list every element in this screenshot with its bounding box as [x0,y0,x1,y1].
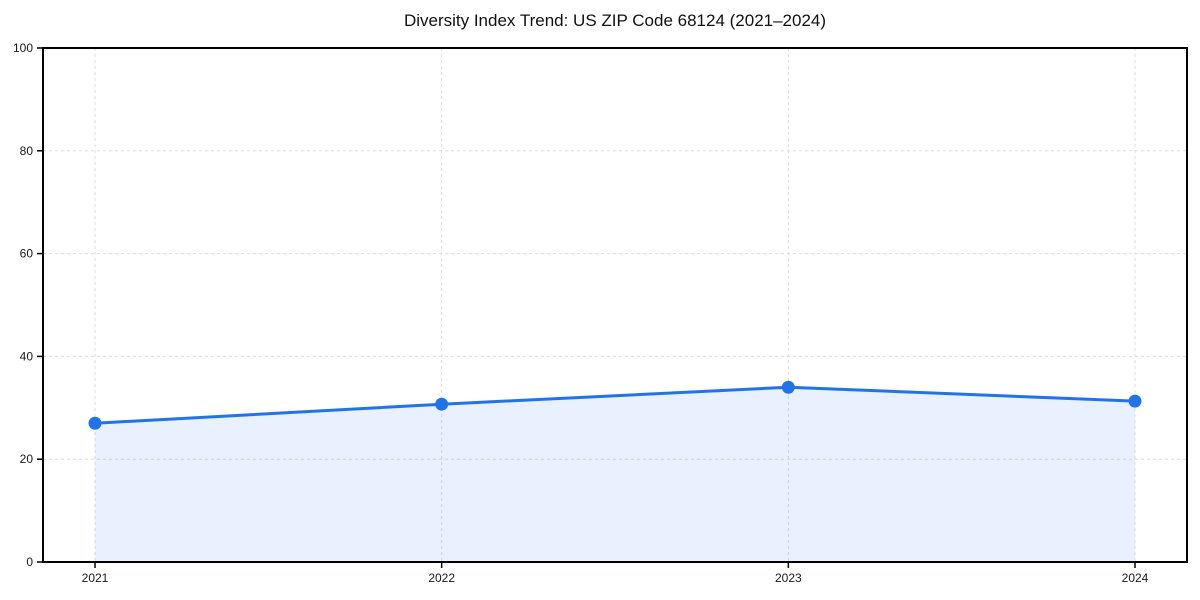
x-tick-label: 2021 [82,571,109,585]
y-tick-label: 0 [26,555,33,569]
data-point-2022 [435,397,449,411]
trend-line [93,385,1137,425]
y-tick-label: 100 [13,41,33,55]
y-tick-label: 20 [20,452,34,466]
y-tick-label: 80 [20,144,34,158]
chart-title: Diversity Index Trend: US ZIP Code 68124… [403,11,827,30]
x-tick-label: 2022 [428,571,455,585]
data-point-2024 [1128,394,1142,408]
data-point-2021 [88,416,102,430]
y-tick-label: 40 [20,349,34,363]
x-tick-label: 2024 [1122,571,1149,585]
data-point-2023 [781,380,795,394]
area-fill [95,387,1135,562]
plot-frame [42,47,1188,563]
x-tick-label: 2023 [775,571,802,585]
y-tick-label: 60 [20,247,34,261]
